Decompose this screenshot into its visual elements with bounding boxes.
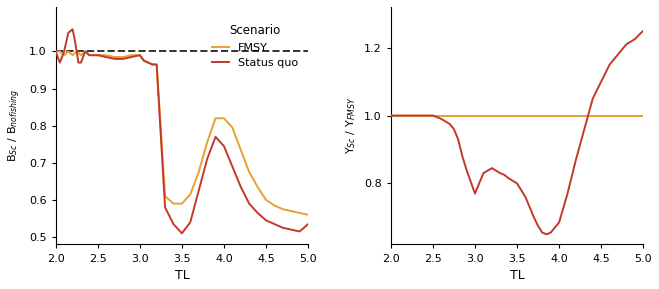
Legend: FMSY, Status quo: FMSY, Status quo [208, 20, 302, 73]
X-axis label: TL: TL [175, 269, 189, 282]
Y-axis label: B$_{Sc}$ / B$_{no fishing}$: B$_{Sc}$ / B$_{no fishing}$ [7, 89, 23, 162]
X-axis label: TL: TL [509, 269, 525, 282]
Y-axis label: Y$_{Sc}$ / Y$_{FMSY}$: Y$_{Sc}$ / Y$_{FMSY}$ [345, 97, 358, 154]
